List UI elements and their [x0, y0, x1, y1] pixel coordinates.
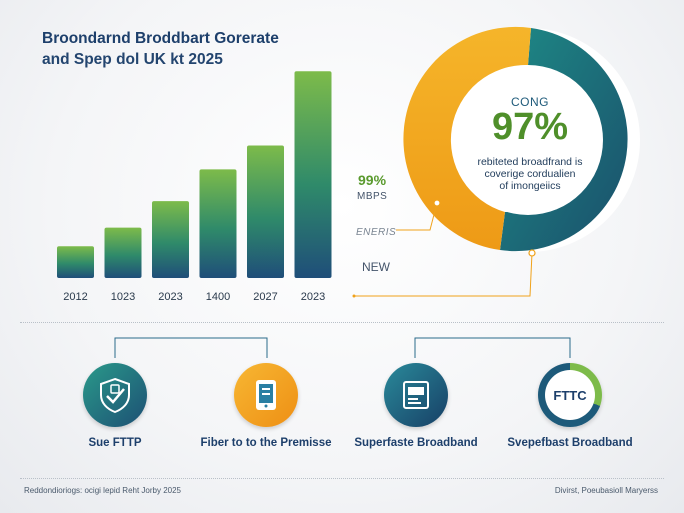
title-line-2: and Spep dol UK kt 2025 — [42, 51, 223, 68]
feature-label: Superfaste Broadband — [354, 437, 478, 449]
x-tick-label: 2027 — [253, 291, 277, 303]
feature-label: Fiber to to the Premisse — [200, 437, 332, 449]
section-divider — [20, 322, 664, 323]
tablet-icon — [234, 363, 298, 427]
bars-group — [57, 71, 332, 278]
connector-dot-new — [528, 249, 536, 257]
x-tick-label: 2023 — [158, 291, 182, 303]
connector-end-new — [352, 294, 356, 298]
feature-connectors — [114, 337, 571, 358]
connector-line-new — [354, 252, 533, 297]
energy-label: ENERIS — [356, 227, 397, 238]
donut-desc-line-2: coverige cordualien — [484, 168, 576, 180]
x-tick-label: 1023 — [111, 291, 135, 303]
connector-dot-energy — [433, 199, 441, 207]
footer-divider — [20, 478, 664, 479]
donut-description: rebiteted broadfrand is coverige cordual… — [455, 156, 605, 192]
bar-2012 — [57, 246, 94, 278]
donut-segment-teal — [500, 28, 628, 252]
fttc-icon: FTTC — [538, 363, 602, 427]
donut-desc-line-1: rebiteted broadfrand is — [477, 156, 583, 168]
connector-line-energy — [396, 202, 438, 231]
connector-bracket-left — [114, 337, 268, 358]
footer-credit: Divirst, Poeubasioll Maryerss — [554, 486, 658, 495]
bar-1023 — [104, 227, 142, 278]
feature-label: Svepefbast Broadband — [507, 437, 633, 449]
feature-fiber-premises: Fiber to to the Premisse — [186, 363, 346, 449]
bar-2023 — [294, 71, 332, 278]
shield-check-icon — [83, 363, 147, 427]
title-line-1: Broondarnd Broddbart Gorerate — [42, 30, 279, 47]
x-tick-label: 2023 — [301, 291, 325, 303]
donut-value: 97% — [491, 106, 569, 148]
feature-superfast-broadband-fttc: FTTC Svepefbast Broadband — [490, 363, 650, 449]
x-tick-label: 2012 — [63, 291, 87, 303]
speed-percent-label: 99% — [358, 172, 387, 188]
connector-bracket-right — [414, 337, 571, 358]
feature-label: Sue FTTP — [88, 437, 142, 449]
donut-segment-orange — [403, 26, 531, 250]
bar-chart: 2012 1023 2023 1400 2027 2023 — [57, 71, 332, 303]
donut-hole — [453, 65, 603, 215]
monitor-icon — [384, 363, 448, 427]
bar-2027 — [247, 145, 284, 278]
bar-1400 — [199, 169, 237, 278]
chart-title: Broondarnd Broddbart Gorerate and Spep d… — [42, 28, 342, 70]
x-tick-label: 1400 — [206, 291, 230, 303]
x-tick-labels: 2012 1023 2023 1400 2027 2023 — [63, 291, 325, 303]
mbps-label: MBPS — [357, 191, 388, 202]
coverage-donut — [352, 26, 628, 298]
new-label: NEW — [362, 260, 390, 274]
feature-sue-fttp: Sue FTTP — [35, 363, 195, 449]
footer-source: Reddondioriogs: ocigi lepid Reht Jorby 2… — [24, 486, 181, 495]
donut-heading: CONG — [511, 95, 549, 109]
fttc-icon-text: FTTC — [545, 370, 595, 420]
bar-2023 — [152, 201, 189, 278]
feature-superfast-broadband: Superfaste Broadband — [336, 363, 496, 449]
donut-desc-line-3: of imongeiics — [499, 180, 561, 192]
